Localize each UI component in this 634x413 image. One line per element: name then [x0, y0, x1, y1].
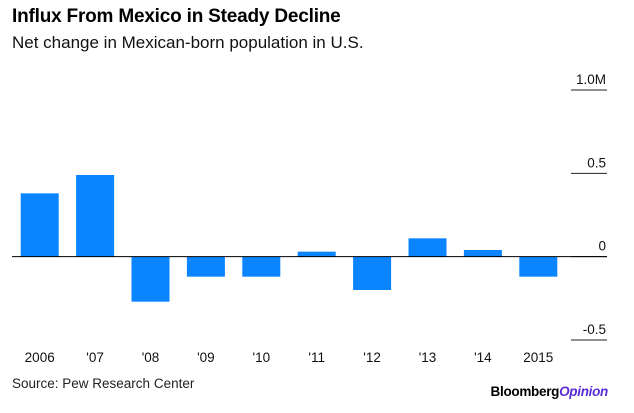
source-note: Source: Pew Research Center [12, 376, 195, 391]
brand-part1: Bloomberg [490, 384, 560, 399]
x-tick-label: 2015 [523, 350, 553, 365]
x-tick-label: '09 [197, 350, 215, 365]
x-tick-label: '07 [86, 350, 104, 365]
x-tick-label: '08 [142, 350, 160, 365]
brand-part2: Opinion [559, 384, 608, 399]
bars [20, 175, 558, 302]
bar-0 [20, 193, 59, 257]
y-tick-label: 0.5 [587, 155, 606, 170]
bar-6 [353, 256, 392, 290]
brand-logo: BloombergOpinion [490, 384, 609, 399]
bar-4 [242, 256, 281, 277]
bar-8 [463, 250, 502, 257]
y-tick-label: 1.0M [576, 72, 606, 87]
x-tick-label: '12 [363, 350, 381, 365]
y-tick-label: 0 [598, 239, 606, 254]
x-tick-label: '13 [419, 350, 437, 365]
bar-2 [131, 256, 170, 302]
x-tick-label: '14 [474, 350, 492, 365]
bar-3 [186, 256, 225, 277]
x-tick-label: '10 [253, 350, 271, 365]
x-tick-label: '11 [308, 350, 325, 365]
y-axis-ticks: 1.0M 0.5 0 -0.5 [571, 72, 607, 341]
chart-subtitle: Net change in Mexican-born population in… [12, 33, 364, 52]
bar-5 [297, 251, 336, 257]
x-tick-label: 2006 [25, 350, 55, 365]
x-axis-labels: 2006 '07 '08 '09 '10 '11 '12 '13 '14 2015 [25, 350, 554, 365]
y-tick-label: -0.5 [583, 322, 606, 337]
chart-title: Influx From Mexico in Steady Decline [12, 6, 341, 27]
bar-7 [408, 238, 447, 257]
bar-1 [76, 175, 115, 257]
bar-9 [519, 256, 558, 277]
